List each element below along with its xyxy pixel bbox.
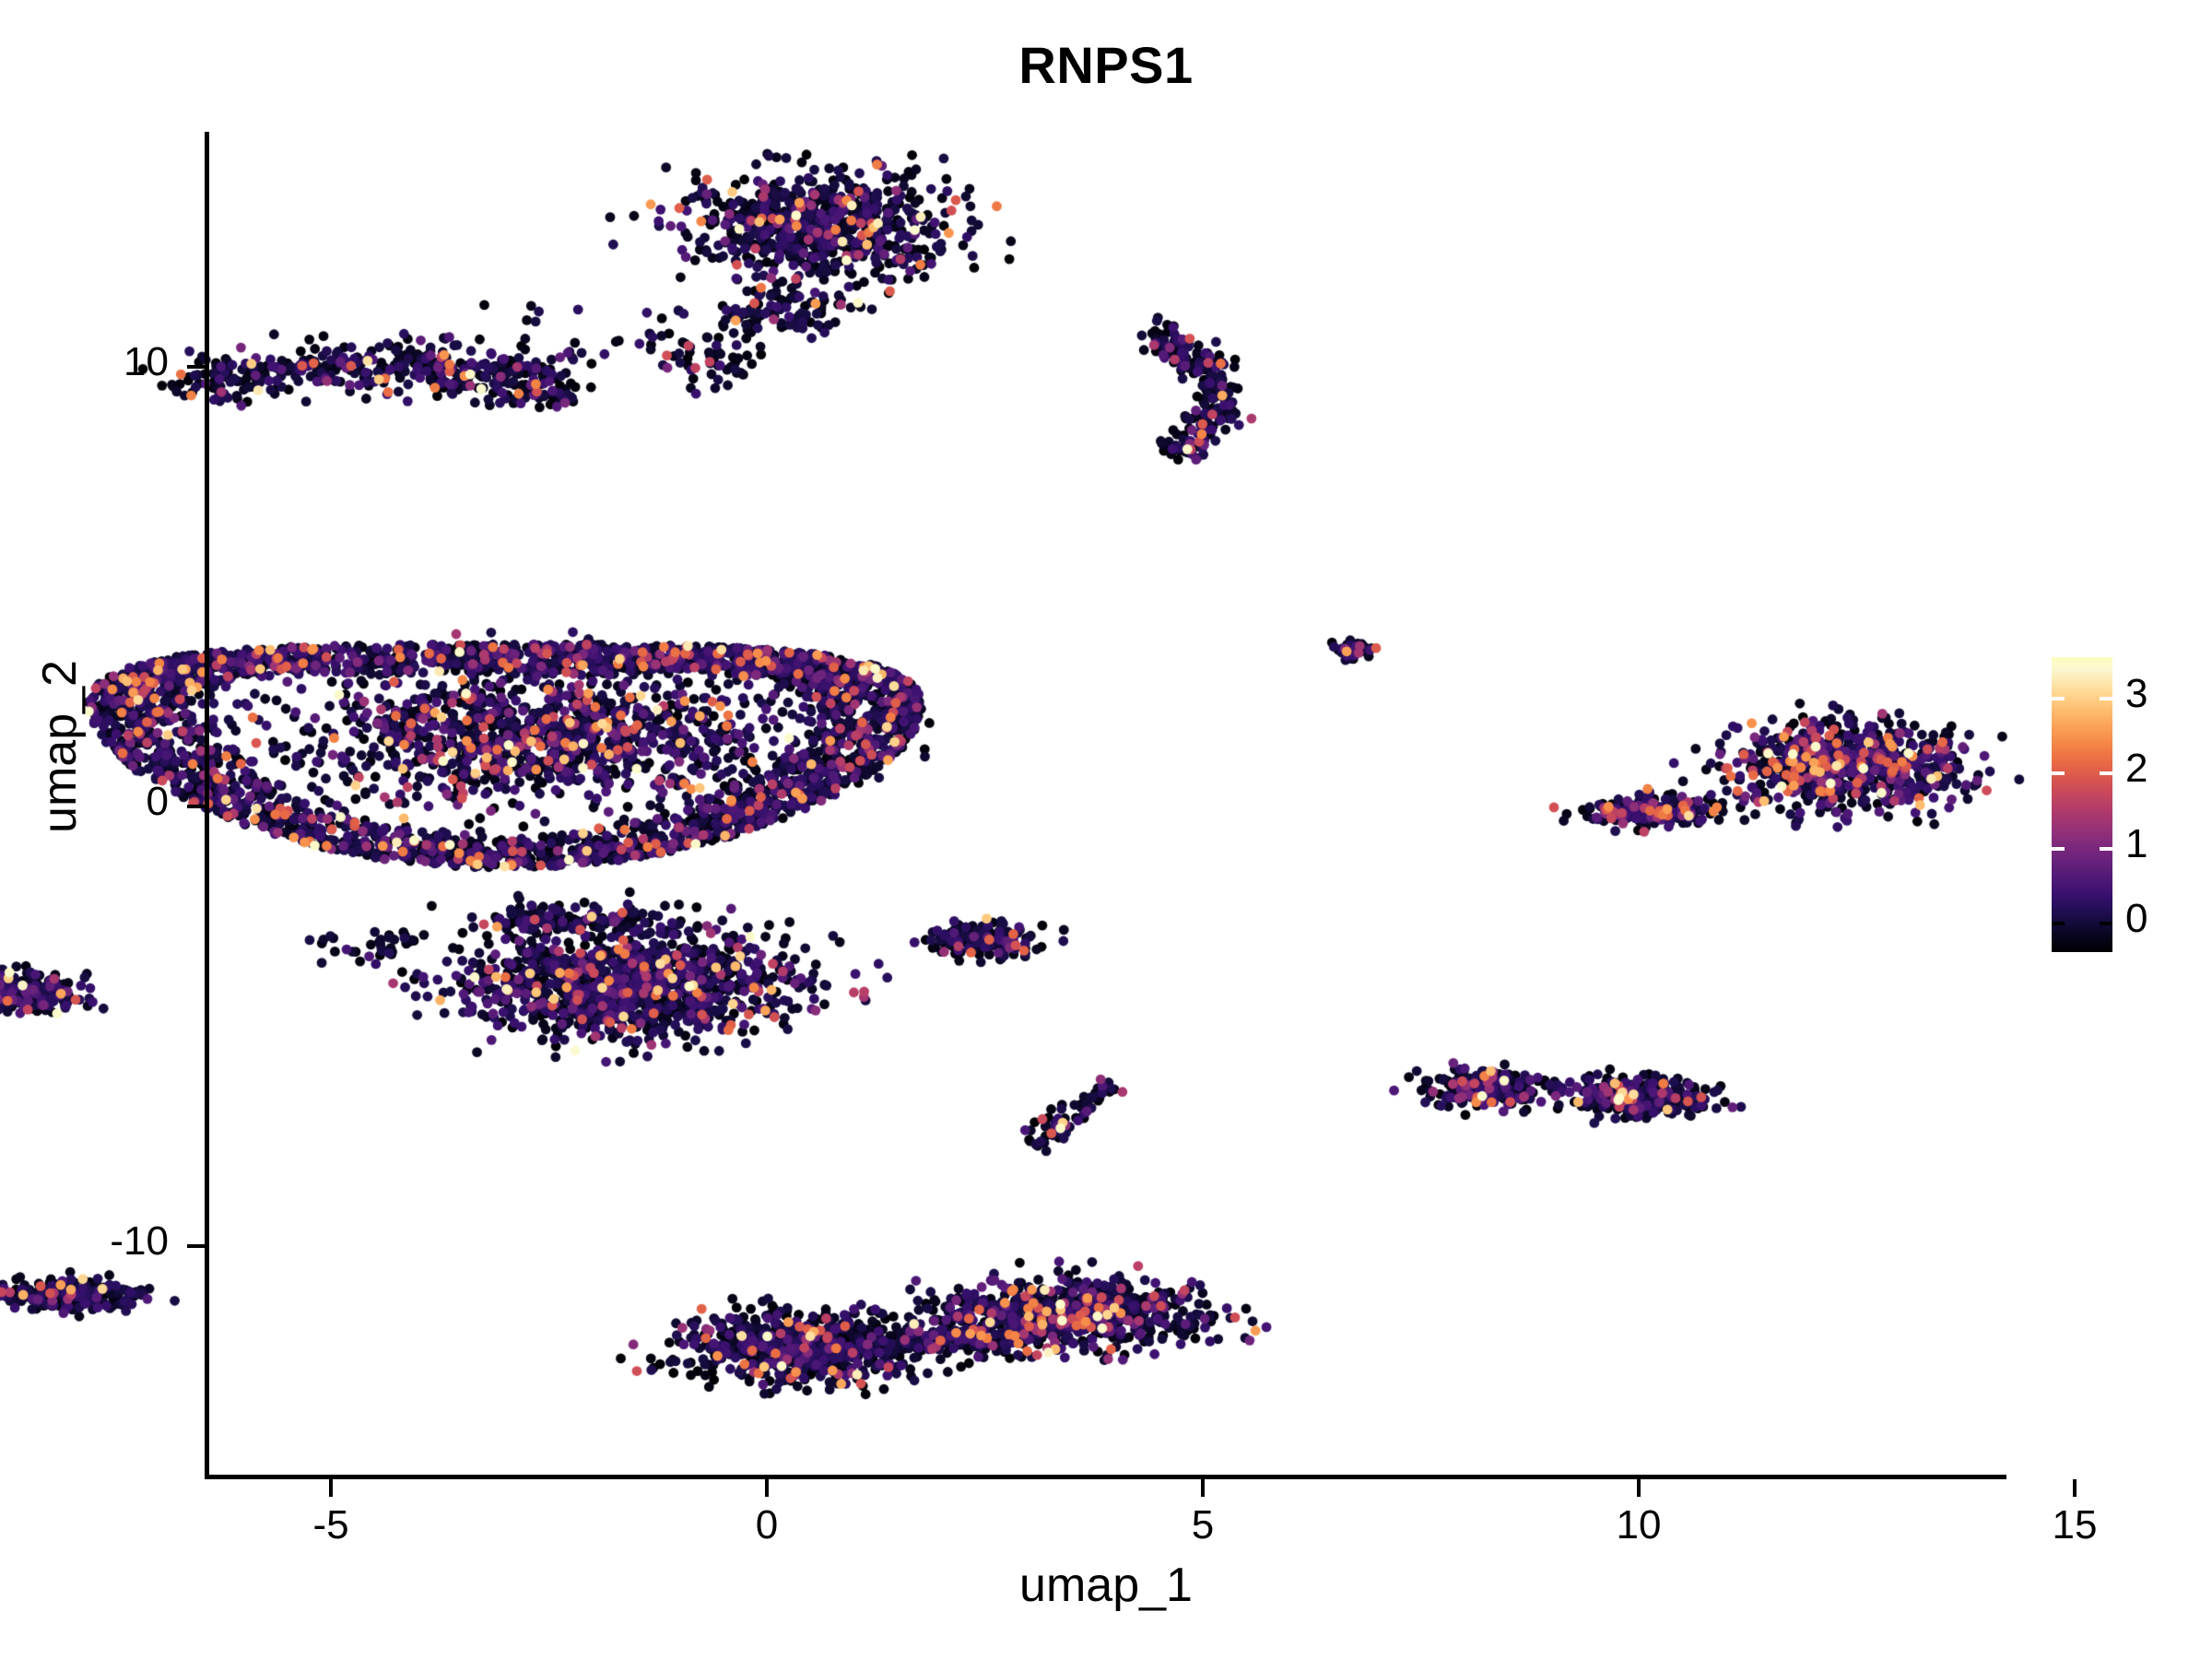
colorbar-tick-mark bbox=[2100, 846, 2112, 851]
x-axis-label: umap_1 bbox=[1019, 1559, 1193, 1612]
colorbar-tick-mark bbox=[2100, 922, 2112, 926]
x-tick-label: 15 bbox=[2052, 1502, 2098, 1547]
x-tick-mark bbox=[329, 1479, 333, 1497]
x-tick-mark bbox=[1201, 1479, 1205, 1497]
colorbar-tick-mark bbox=[2100, 696, 2112, 700]
x-tick-mark bbox=[765, 1479, 769, 1497]
x-tick-mark bbox=[2073, 1479, 2077, 1497]
x-tick-label: 0 bbox=[755, 1502, 779, 1547]
y-tick-mark bbox=[187, 1244, 205, 1248]
colorbar-tick-label: 1 bbox=[2125, 820, 2148, 866]
y-tick-mark bbox=[187, 805, 205, 808]
colorbar-tick-mark bbox=[2052, 696, 2065, 700]
colorbar-tick-label: 3 bbox=[2125, 670, 2148, 716]
x-tick-label: -5 bbox=[312, 1502, 349, 1547]
colorbar-tick-mark bbox=[2052, 771, 2065, 776]
colorbar-tick-mark bbox=[2100, 771, 2112, 776]
y-axis-label: umap_2 bbox=[33, 660, 87, 833]
colorbar-tick-label: 0 bbox=[2125, 896, 2148, 942]
colorbar-gradient bbox=[2052, 657, 2112, 952]
y-tick-label: 0 bbox=[146, 779, 169, 824]
x-tick-mark bbox=[1637, 1479, 1641, 1497]
x-tick-label: 5 bbox=[1191, 1502, 1215, 1547]
colorbar-tick-mark bbox=[2052, 846, 2065, 851]
colorbar-tick-label: 2 bbox=[2125, 746, 2148, 792]
x-axis-line bbox=[205, 1475, 2006, 1479]
y-tick-mark bbox=[187, 365, 205, 369]
y-tick-label: -10 bbox=[110, 1218, 169, 1264]
colorbar bbox=[2052, 657, 2112, 952]
y-axis-line bbox=[205, 132, 209, 1479]
colorbar-tick-mark bbox=[2052, 922, 2065, 926]
y-tick-label: 10 bbox=[124, 339, 169, 384]
x-tick-label: 10 bbox=[1616, 1502, 1662, 1547]
